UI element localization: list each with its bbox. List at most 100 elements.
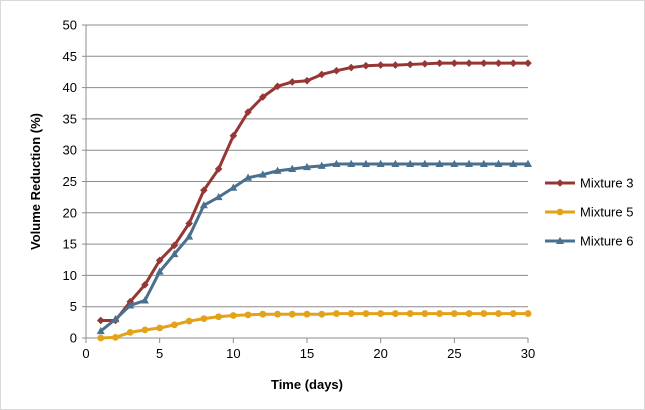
- data-point: [229, 183, 238, 191]
- data-point: [317, 161, 326, 169]
- data-point: [347, 63, 355, 72]
- y-tick-label: 5: [70, 299, 77, 314]
- data-point: [318, 310, 326, 318]
- data-point: [141, 326, 149, 334]
- series-line: [99, 162, 530, 333]
- data-point: [420, 159, 429, 167]
- data-point: [155, 267, 164, 275]
- data-point: [362, 310, 370, 317]
- data-point: [185, 317, 193, 325]
- legend-item: Mixture 5: [545, 205, 633, 220]
- data-point: [450, 159, 459, 167]
- data-point: [333, 310, 340, 317]
- data-point: [259, 310, 267, 318]
- data-point: [495, 310, 502, 317]
- data-point: [421, 60, 429, 68]
- data-point: [259, 93, 267, 101]
- legend-item: Mixture 6: [545, 234, 633, 249]
- data-point: [465, 310, 473, 317]
- data-point: [156, 324, 164, 332]
- data-point: [406, 159, 415, 167]
- data-point: [140, 296, 149, 304]
- legend-label: Mixture 6: [580, 234, 633, 249]
- data-point: [288, 164, 297, 172]
- x-tick-label: 10: [226, 346, 240, 361]
- legend-swatch-marker: [556, 236, 564, 244]
- data-point: [406, 60, 414, 69]
- x-axis-ticks: 0 5 10 15 20 25 30: [82, 338, 535, 361]
- series-3: [96, 159, 532, 335]
- data-point: [392, 310, 399, 317]
- data-point: [273, 166, 282, 174]
- data-point: [288, 310, 296, 318]
- data-point: [244, 108, 252, 116]
- x-tick-label: 20: [373, 346, 387, 361]
- y-axis-ticks: 0 5 10 15 20 25 30 35 40 45 50: [63, 18, 86, 346]
- gridlines: [86, 24, 528, 308]
- x-tick-label: 0: [82, 346, 89, 361]
- data-point: [524, 159, 532, 167]
- data-point: [214, 192, 223, 201]
- data-point: [171, 321, 178, 329]
- data-point: [361, 159, 370, 167]
- series-2: [97, 310, 532, 342]
- data-point: [509, 59, 518, 67]
- data-point: [112, 333, 119, 341]
- y-tick-label: 0: [70, 331, 77, 346]
- y-tick-label: 45: [63, 49, 77, 64]
- data-point: [509, 310, 517, 317]
- data-point: [376, 159, 385, 167]
- data-point: [126, 328, 134, 336]
- data-point: [303, 76, 311, 85]
- data-point: [435, 59, 444, 67]
- data-point: [347, 310, 355, 317]
- data-point: [200, 315, 208, 322]
- legend-swatch-marker: [556, 179, 564, 187]
- x-tick-label: 25: [447, 346, 461, 361]
- data-point: [376, 61, 385, 69]
- legend: Mixture 3 Mixture 5 Mixture 6: [545, 176, 633, 249]
- data-point: [494, 159, 503, 167]
- series-line: [99, 312, 530, 340]
- y-tick-label: 25: [63, 174, 77, 189]
- data-point: [185, 232, 194, 240]
- data-point: [273, 82, 282, 91]
- data-point: [317, 70, 326, 79]
- legend-swatch-marker: [556, 208, 564, 216]
- data-point: [332, 159, 341, 167]
- data-point: [258, 170, 267, 178]
- data-point: [524, 59, 532, 67]
- series-line: [99, 61, 530, 322]
- legend-label: Mixture 3: [580, 176, 633, 191]
- data-point: [185, 219, 193, 228]
- data-point: [97, 334, 105, 342]
- data-point: [214, 165, 223, 173]
- data-point: [494, 59, 503, 67]
- data-point: [215, 313, 223, 321]
- data-point: [126, 301, 135, 309]
- data-point: [377, 310, 385, 317]
- data-point: [480, 59, 488, 67]
- data-point: [436, 310, 443, 317]
- data-point: [96, 316, 105, 325]
- data-point: [450, 59, 459, 67]
- x-tick-label: 5: [156, 346, 163, 361]
- data-point: [170, 241, 179, 250]
- data-point: [229, 312, 237, 319]
- data-point: [479, 159, 488, 167]
- y-tick-label: 50: [63, 18, 77, 33]
- legend-label: Mixture 5: [580, 205, 633, 220]
- y-tick-label: 40: [63, 80, 77, 95]
- y-axis-title: Volume Reduction (%): [28, 113, 43, 250]
- data-point: [391, 61, 400, 69]
- data-point: [303, 310, 311, 318]
- data-point: [244, 311, 252, 319]
- data-point: [111, 315, 120, 323]
- x-tick-label: 30: [521, 346, 535, 361]
- data-point: [480, 310, 488, 317]
- data-point: [524, 310, 532, 317]
- data-point: [347, 159, 356, 167]
- y-tick-label: 15: [63, 237, 77, 252]
